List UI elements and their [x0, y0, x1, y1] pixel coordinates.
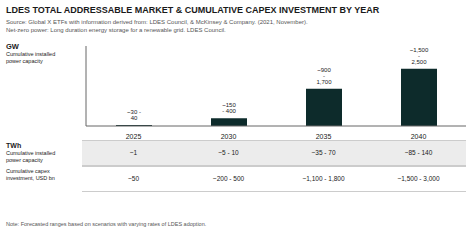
- html-text:~5 - 10: ~5 - 10: [218, 149, 239, 156]
- svg-text:2030: 2030: [221, 133, 237, 140]
- html-text:~1,500 - 3,000: ~1,500 - 3,000: [397, 175, 440, 182]
- svg-text:2040: 2040: [411, 133, 427, 140]
- html-text:~200 - 500: ~200 - 500: [212, 175, 245, 182]
- svg-text:~900-1,700: ~900-1,700: [316, 67, 332, 85]
- html-text:Cumulative installed power cap: Cumulative installed power capacity: [6, 51, 56, 64]
- html-text:Cumulative installed power cap: Cumulative installed power capacity: [6, 150, 56, 163]
- svg-text:2025: 2025: [126, 133, 142, 140]
- html-text:GW: GW: [6, 42, 19, 51]
- html-text:Source: Global X ETFs with inf: Source: Global X ETFs with information d…: [6, 19, 308, 25]
- svg-text:~30 -40: ~30 -40: [127, 109, 141, 121]
- html-text:TWh: TWh: [6, 142, 22, 149]
- svg-text:2035: 2035: [316, 133, 332, 140]
- html-text:LDES TOTAL ADDRESSABLE MARKET: LDES TOTAL ADDRESSABLE MARKET & CUMULATI…: [6, 5, 380, 15]
- html-text:~50: ~50: [128, 175, 139, 182]
- html-text:Cumulative capex investment, U: Cumulative capex investment, USD bn: [6, 168, 55, 181]
- html-text:~1,100 - 1,800: ~1,100 - 1,800: [302, 175, 345, 182]
- html-text:~1: ~1: [129, 149, 138, 156]
- html-text:Net-zero power: Long duration: Net-zero power: Long duration energy sto…: [6, 27, 226, 33]
- svg-text:~1,500-2,500: ~1,500-2,500: [410, 47, 429, 65]
- html-text:~85 - 140: ~85 - 140: [404, 149, 433, 156]
- svg-text:~150- 400: ~150- 400: [222, 102, 236, 114]
- html-text:~35 - 70: ~35 - 70: [311, 149, 336, 156]
- html-text:Note: Forecasted ranges based: Note: Forecasted ranges based on scenari…: [6, 221, 207, 227]
